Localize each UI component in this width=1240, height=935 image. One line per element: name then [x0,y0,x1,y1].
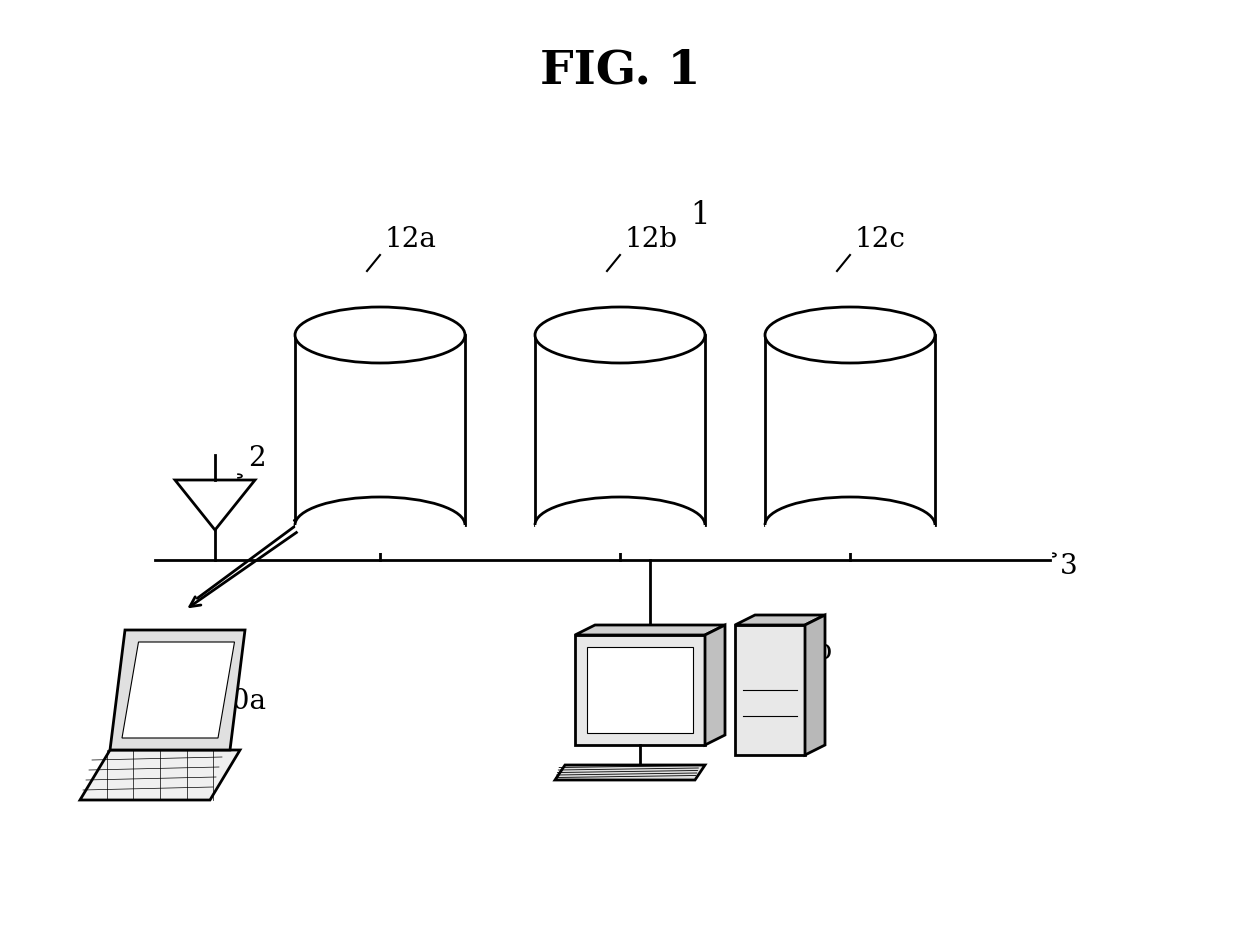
Text: 3: 3 [1060,553,1078,580]
Text: 12b: 12b [625,226,678,253]
Text: 12c: 12c [856,226,906,253]
Ellipse shape [765,307,935,363]
Polygon shape [735,625,805,755]
Polygon shape [587,647,693,733]
Polygon shape [295,335,465,525]
Polygon shape [575,635,706,745]
Ellipse shape [765,497,935,553]
Polygon shape [765,335,935,525]
Text: 10b: 10b [780,638,833,665]
Polygon shape [122,642,234,738]
Text: FIG. 1: FIG. 1 [539,47,701,93]
Polygon shape [556,765,706,780]
Polygon shape [534,335,706,525]
Polygon shape [110,630,246,750]
Text: 2: 2 [248,445,265,472]
Ellipse shape [295,497,465,553]
Polygon shape [706,625,725,745]
Polygon shape [175,480,255,530]
Polygon shape [805,615,825,755]
Text: 12a: 12a [384,226,436,253]
Ellipse shape [534,497,706,553]
Text: 1: 1 [691,199,709,231]
Polygon shape [81,750,241,800]
Ellipse shape [534,307,706,363]
Polygon shape [735,615,825,625]
Polygon shape [575,625,725,635]
Ellipse shape [295,307,465,363]
Text: 10a: 10a [215,688,267,715]
